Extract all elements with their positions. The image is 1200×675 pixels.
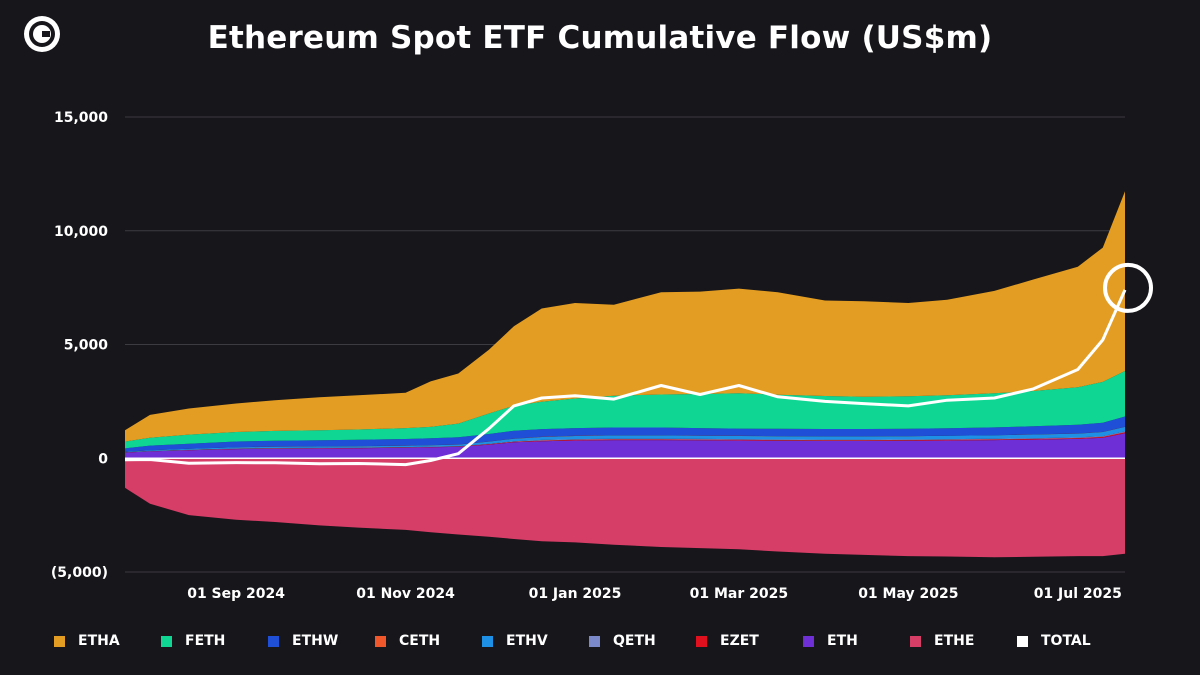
- legend: ETHA FETH ETHW CETH ETHV QETH EZET ETH ETHE TOTAL: [0, 630, 1200, 652]
- y-tick-label: 10,000: [54, 224, 108, 240]
- legend-swatch: [54, 635, 65, 647]
- y-tick-label: 15,000: [54, 110, 108, 126]
- legend-swatch: [589, 635, 600, 647]
- legend-label: ETHV: [506, 633, 548, 649]
- area-series-ethw: [125, 416, 1125, 452]
- latest-total-highlight-circle: [1103, 262, 1153, 313]
- legend-label: TOTAL: [1041, 633, 1091, 649]
- legend-item-ethe: ETHE: [910, 630, 1017, 652]
- x-tick-label: 01 Jan 2025: [529, 586, 622, 602]
- chart-title: Ethereum Spot ETF Cumulative Flow (US$m): [207, 20, 993, 56]
- legend-item-feth: FETH: [161, 630, 268, 652]
- legend-label: QETH: [613, 633, 656, 649]
- y-tick-label: 5,000: [64, 338, 109, 354]
- legend-swatch: [803, 635, 814, 647]
- legend-swatch: [1017, 635, 1028, 647]
- x-tick-label: 01 Sep 2024: [187, 586, 285, 602]
- legend-label: ETHW: [292, 633, 339, 649]
- legend-item-ezet: EZET: [696, 630, 803, 652]
- legend-item-eth: ETH: [803, 630, 910, 652]
- legend-label: CETH: [399, 633, 441, 649]
- legend-item-ethw: ETHW: [268, 630, 375, 652]
- legend-label: ETHE: [934, 633, 975, 649]
- legend-label: ETHA: [78, 633, 120, 649]
- area-series-feth: [125, 371, 1125, 449]
- legend-item-qeth: QETH: [589, 630, 696, 652]
- total-line: [124, 289, 1127, 467]
- coinshares-logo-icon: [24, 16, 60, 52]
- legend-swatch: [161, 635, 172, 647]
- area-series-etha: [125, 191, 1125, 442]
- legend-swatch: [696, 635, 707, 647]
- legend-swatch: [268, 635, 279, 647]
- legend-swatch: [375, 635, 386, 647]
- legend-item-total: TOTAL: [1017, 630, 1124, 652]
- legend-label: FETH: [185, 633, 226, 649]
- y-tick-label: (5,000): [51, 565, 108, 581]
- legend-swatch: [482, 635, 493, 647]
- legend-item-ethv: ETHV: [482, 630, 589, 652]
- legend-item-etha: ETHA: [54, 630, 161, 652]
- area-series-ethe: [125, 458, 1125, 558]
- legend-item-ceth: CETH: [375, 630, 482, 652]
- x-tick-label: 01 May 2025: [858, 586, 958, 602]
- area-series-eth: [125, 433, 1125, 459]
- legend-label: EZET: [720, 633, 759, 649]
- x-tick-label: 01 Jul 2025: [1034, 586, 1122, 602]
- x-tick-label: 01 Mar 2025: [690, 586, 788, 602]
- legend-label: ETH: [827, 633, 858, 649]
- x-tick-label: 01 Nov 2024: [356, 586, 455, 602]
- legend-swatch: [910, 635, 921, 647]
- y-tick-label: 0: [98, 451, 108, 467]
